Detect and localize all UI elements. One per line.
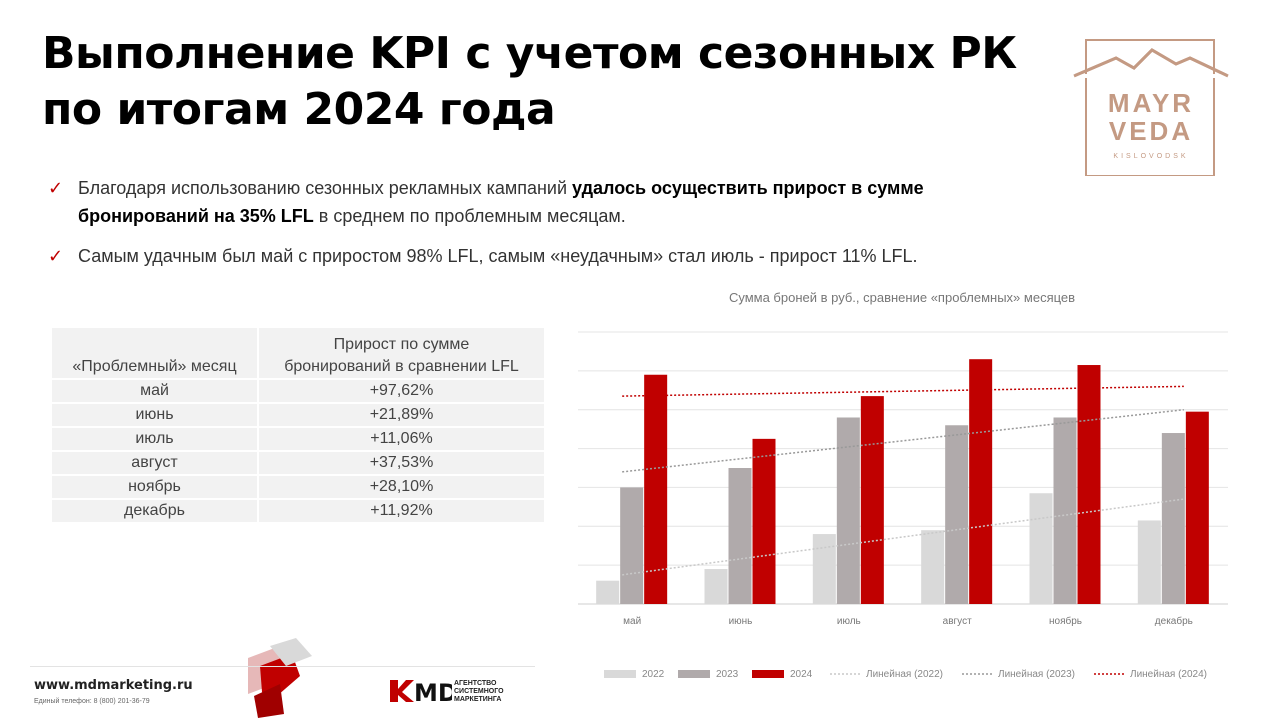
bar-2022-3 [812,534,836,604]
md-logo-icon: MD [390,679,452,704]
legend-swatch-2022 [604,670,636,678]
bullet-list: ✓ Благодаря использованию сезонных рекла… [48,174,1048,282]
footer-phone: Единый телефон: 8 (800) 201-36-79 [34,698,150,705]
bar-2024-1 [644,374,668,604]
bar-2024-2 [752,438,776,604]
bar-2022-1 [596,580,620,604]
table-row: июнь +21,89% [50,402,546,428]
x-tick-label: май [623,616,641,627]
page-title-line2: по итогам 2024 года [42,84,556,135]
bullet-1-pre: Благодаря использованию сезонных рекламн… [78,178,573,198]
legend-trend-label: Линейная (2022) [866,669,943,680]
bar-2023-4 [945,425,969,604]
bullet-item: ✓ Благодаря использованию сезонных рекла… [48,174,1048,230]
table-row: август +37,53% [50,450,546,476]
trendline-Линейная (2022) [622,498,1184,576]
logo-sub: KISLOVODSK [1113,153,1188,160]
bar-2024-6 [1185,411,1209,604]
bar-2022-4 [921,530,945,604]
bullet-1-bold: удалось осуществить прирост в сумме брон… [78,178,924,226]
md-logo-mark: MD [414,679,452,704]
logo-roof [1073,48,1229,78]
checkmark-icon: ✓ [48,178,64,198]
bullet-2-text: Самым удачным был май с приростом 98% LF… [78,246,918,266]
table-cell-month: ноябрь [50,474,259,500]
legend-label-2023: 2023 [716,669,739,680]
table-header-month: «Проблемный» месяц [50,326,259,380]
table-header-growth: Прирост по сумме бронирований в сравнени… [257,326,546,380]
bullet-item: ✓ Самым удачным был май с приростом 98% … [48,242,1048,270]
table-cell-value: +28,10% [257,474,546,500]
checkmark-icon: ✓ [48,246,64,266]
decorative-arrow-graphic [248,638,312,718]
table-cell-month: декабрь [50,498,259,524]
bar-2024-4 [969,359,993,604]
table-header-growth-line2: бронирований в сравнении LFL [284,358,519,375]
bar-2022-6 [1137,520,1161,604]
table-cell-month: июль [50,426,259,452]
legend-trend-label: Линейная (2023) [998,669,1075,680]
bullet-1-post: в среднем по проблемным месяцам. [313,206,626,226]
table-row: июль +11,06% [50,426,546,452]
agency-line1: АГЕНТСТВО [454,680,497,687]
legend-label-2022: 2022 [642,669,665,680]
x-tick-label: июнь [729,616,753,627]
x-tick-label: август [943,616,972,627]
legend-swatch-2023 [678,670,710,678]
table-cell-value: +97,62% [257,378,546,404]
table-cell-value: +11,92% [257,498,546,524]
table-cell-month: август [50,450,259,476]
legend-trend-label: Линейная (2024) [1130,669,1207,680]
bar-2022-5 [1029,493,1053,604]
page-title: Выполнение KPI с учетом сезонных РК по и… [42,26,1062,138]
logo-frame [1085,39,1215,176]
x-tick-label: ноябрь [1049,615,1082,627]
bar-2023-5 [1053,417,1077,604]
table-row: ноябрь +28,10% [50,474,546,500]
table-row: май +97,62% [50,378,546,404]
agency-line3: МАРКЕТИНГА [454,696,502,703]
page-title-line1: Выполнение KPI с учетом сезонных РК [42,28,1017,79]
footer-site: www.mdmarketing.ru [34,678,193,693]
table-cell-month: май [50,378,259,404]
bar-2024-5 [1077,365,1101,604]
bar-2023-6 [1161,433,1185,604]
x-tick-label: декабрь [1155,615,1193,627]
trendline-Линейная (2024) [622,385,1184,397]
chart-title: Сумма броней в руб., сравнение «проблемн… [728,290,1076,305]
logo-line1: MAYR [1108,88,1194,118]
agency-name: АГЕНТСТВО СИСТЕМНОГО МАРКЕТИНГА [454,680,524,704]
table-cell-month: июнь [50,402,259,428]
table-cell-value: +11,06% [257,426,546,452]
table-row: декабрь +11,92% [50,498,546,524]
table-header-growth-line1: Прирост по сумме [333,336,470,353]
table-cell-value: +37,53% [257,450,546,476]
bar-2024-3 [860,396,884,604]
bar-2023-3 [836,417,860,604]
bar-chart: май июнь июль август ноябрь декабрь 2022 2023 20… [578,331,1228,680]
legend-swatch-2024 [752,670,784,678]
kpi-table: «Проблемный» месяц Прирост по сумме брон… [50,326,546,524]
bar-2023-2 [728,468,752,604]
bar-2023-1 [620,487,644,604]
table-header-row: «Проблемный» месяц Прирост по сумме брон… [50,326,546,380]
bar-2022-2 [704,569,728,604]
mayr-veda-logo: MAYR VEDA KISLOVODSK [1072,39,1230,176]
table-cell-value: +21,89% [257,402,546,428]
footer-divider [30,666,535,667]
logo-line2: VEDA [1109,116,1193,146]
x-tick-label: июль [837,616,861,627]
agency-line2: СИСТЕМНОГО [454,688,504,695]
legend-label-2024: 2024 [790,669,813,680]
